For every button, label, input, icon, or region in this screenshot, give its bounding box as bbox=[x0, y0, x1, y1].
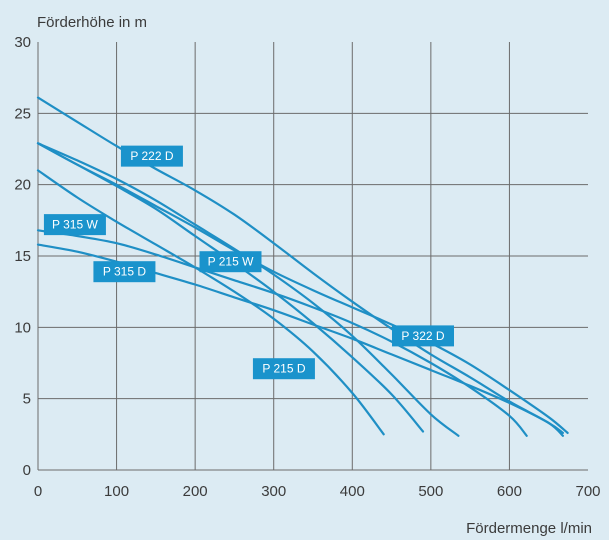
y-tick-label: 30 bbox=[14, 34, 31, 51]
series-label-text: P 315 W bbox=[52, 218, 98, 232]
series-label-p-215-d: P 215 D bbox=[252, 358, 315, 380]
x-tick-label: 100 bbox=[104, 483, 129, 500]
series-label-box bbox=[43, 214, 106, 236]
y-tick-label: 5 bbox=[23, 391, 31, 408]
x-tick-label: 0 bbox=[34, 483, 42, 500]
y-tick-label: 25 bbox=[14, 105, 31, 122]
series-label-p-222-d: P 222 D bbox=[120, 145, 183, 167]
x-tick-label: 600 bbox=[497, 483, 522, 500]
series-label-text: P 215 D bbox=[262, 362, 305, 376]
x-tick-label: 400 bbox=[340, 483, 365, 500]
x-tick-label: 700 bbox=[575, 483, 600, 500]
x-axis-label: Fördermenge l/min bbox=[466, 520, 592, 537]
series-label-p-322-d: P 322 D bbox=[392, 325, 454, 347]
x-tick-label: 300 bbox=[261, 483, 286, 500]
series-label-p-215-w: P 215 W bbox=[199, 251, 262, 273]
series-labels: P 222 D P 315 W P 215 W P 315 D P 322 D P 215… bbox=[43, 145, 454, 380]
y-axis-label: Förderhöhe in m bbox=[37, 14, 147, 31]
series-label-p-315-d: P 315 D bbox=[93, 261, 156, 283]
grid bbox=[37, 42, 588, 471]
axis-ticks: 0 100 200 300 400 500 600 700 0 5 10 15 20 25 30 bbox=[14, 34, 600, 500]
series-label-text: P 322 D bbox=[401, 329, 444, 343]
series-label-box bbox=[392, 325, 454, 347]
curve-3 bbox=[36, 142, 425, 433]
series-label-text: P 222 D bbox=[130, 149, 173, 163]
series-label-box bbox=[93, 261, 156, 283]
series-label-box bbox=[199, 251, 262, 273]
y-tick-label: 20 bbox=[14, 177, 31, 194]
series-label-box bbox=[252, 358, 315, 380]
y-tick-label: 15 bbox=[14, 248, 31, 265]
series-label-text: P 315 D bbox=[103, 265, 146, 279]
y-tick-label: 10 bbox=[14, 319, 31, 336]
y-tick-label: 0 bbox=[23, 462, 31, 479]
series-label-text: P 215 W bbox=[208, 255, 254, 269]
series-label-p-315-w: P 315 W bbox=[43, 214, 106, 236]
curve-2 bbox=[36, 142, 460, 437]
curve-4 bbox=[36, 169, 385, 436]
series-label-box bbox=[120, 145, 183, 167]
x-tick-label: 500 bbox=[418, 483, 443, 500]
curve-1 bbox=[36, 142, 569, 434]
x-tick-label: 200 bbox=[183, 483, 208, 500]
